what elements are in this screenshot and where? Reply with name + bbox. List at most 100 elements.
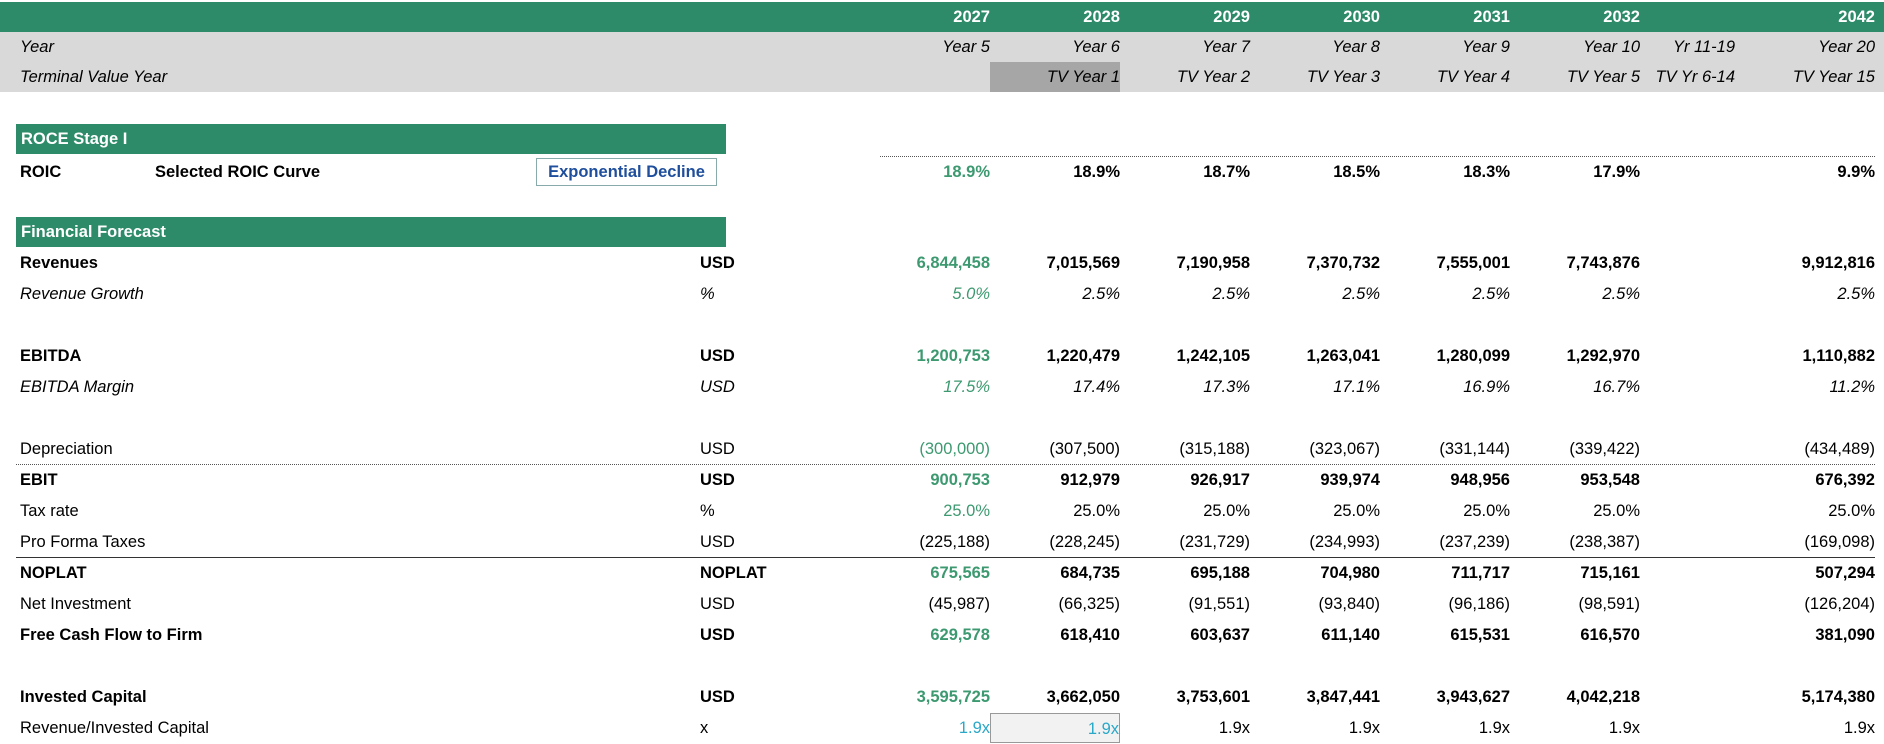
row-value: 2.5%: [1602, 285, 1640, 303]
row-value: 611,140: [1321, 626, 1380, 644]
row-value: 5.0%: [952, 285, 990, 303]
row-value: 7,015,569: [1046, 254, 1120, 272]
row-value: 1,242,105: [1176, 347, 1250, 365]
row-value: 926,917: [1190, 471, 1250, 489]
forecast-row: Free Cash Flow to Firm USD 629,578 618,410 6…: [0, 620, 1884, 650]
forecast-row: Revenue Growth% 5.0% 2.5% 2.5% 2.5% 2.5% 2.5% 2…: [0, 279, 1884, 309]
year-cell: Year 7: [1202, 38, 1250, 56]
row-value: (45,987): [928, 595, 990, 613]
row-value: 704,980: [1320, 564, 1380, 582]
row-label: Pro Forma Taxes: [20, 533, 146, 551]
row-unit: x: [700, 719, 709, 737]
row-unit: USD: [700, 688, 735, 706]
row-value: 1.9x: [1608, 719, 1640, 737]
row-value: 2.5%: [1212, 285, 1250, 303]
row-value: 1,220,479: [1046, 347, 1120, 365]
row-value: 948,956: [1450, 471, 1510, 489]
row-value: 684,735: [1060, 564, 1120, 582]
row-value: 900,753: [930, 471, 990, 489]
row-value: (93,840): [1318, 595, 1380, 613]
row-unit: USD: [700, 471, 735, 489]
forecast-row: Depreciation USD (300,000) (307,500) (315,18…: [0, 434, 1884, 464]
row-value: 3,595,725: [916, 688, 990, 706]
row-value: 1,263,041: [1306, 347, 1380, 365]
row-unit: USD: [700, 378, 735, 396]
row-value: (234,993): [1309, 533, 1380, 551]
row-unit: NOPLAT: [700, 564, 767, 582]
row-value: 7,370,732: [1306, 254, 1380, 272]
row-value: 16.7%: [1593, 378, 1640, 396]
row-value: 17.3%: [1203, 378, 1250, 396]
section-roce-stage-i: ROCE Stage I: [16, 124, 726, 154]
row-value: 507,294: [1815, 564, 1875, 582]
row-unit: USD: [700, 440, 735, 458]
row-value: (169,098): [1804, 533, 1875, 551]
row-value: 618,410: [1060, 626, 1120, 644]
row-value: 912,979: [1060, 471, 1120, 489]
row-unit: USD: [700, 347, 735, 365]
row-value: 17.1%: [1333, 378, 1380, 396]
row-value: 25.0%: [1593, 502, 1640, 520]
row-value: (225,188): [919, 533, 990, 551]
tv-cell: TV Year 2: [1176, 68, 1250, 86]
row-divider: [16, 464, 1875, 465]
forecast-row: Tax rate% 25.0% 25.0% 25.0% 25.0% 25.0% 25.0% 2…: [0, 496, 1884, 526]
row-value: 25.0%: [1333, 502, 1380, 520]
forecast-row: Invested Capital USD 3,595,725 3,662,050 3,7…: [0, 682, 1884, 712]
year-cell: Year 10: [1583, 38, 1640, 56]
forecast-row: Revenues USD 6,844,458 7,015,569 7,190,958 7,…: [0, 248, 1884, 278]
row-value: 675,565: [930, 564, 990, 582]
row-value: 6,844,458: [916, 254, 990, 272]
row-value: 676,392: [1815, 471, 1875, 489]
row-value: (126,204): [1804, 595, 1875, 613]
row-value: (331,144): [1439, 440, 1510, 458]
section-title: Financial Forecast: [21, 223, 166, 241]
row-value: 11.2%: [1829, 378, 1875, 396]
tv-cell-selected[interactable]: TV Year 1: [990, 62, 1120, 92]
row-label: NOPLAT: [20, 564, 87, 582]
row-value: 2.5%: [1837, 285, 1875, 303]
row-value: (323,067): [1309, 440, 1380, 458]
row-label: Revenues: [20, 254, 98, 272]
row-value: [1610, 248, 1735, 278]
row-value: 1.9x: [1478, 719, 1510, 737]
row-unit: USD: [700, 626, 735, 644]
row-value: 939,974: [1320, 471, 1380, 489]
row-value: 1,110,882: [1802, 347, 1876, 365]
roic-row: ROIC Selected ROIC Curve Exponential Dec…: [0, 157, 1884, 187]
row-value[interactable]: 1.9x: [990, 713, 1120, 743]
row-value: (238,387): [1569, 533, 1640, 551]
row-value: 615,531: [1450, 626, 1510, 644]
row-value: (237,239): [1439, 533, 1510, 551]
row-value: 1.9x: [1218, 719, 1250, 737]
row-value: 5,174,380: [1801, 688, 1875, 706]
row-value: (300,000): [919, 440, 990, 458]
year-2028: 2028: [1083, 8, 1120, 26]
row-value: 1.9x: [958, 719, 990, 737]
row-value: 2.5%: [1472, 285, 1510, 303]
row-value: 7,743,876: [1566, 254, 1640, 272]
row-label: EBITDA Margin: [20, 378, 135, 396]
terminal-value-row: Terminal Value Year TV Year 1 TV Year 2 …: [0, 62, 1884, 92]
row-value: (307,500): [1049, 440, 1120, 458]
row-value: (66,325): [1058, 595, 1120, 613]
year-cell: Year 6: [1072, 38, 1120, 56]
tv-cell: TV Yr 6-14: [1655, 68, 1735, 86]
row-value: 25.0%: [1463, 502, 1510, 520]
row-value: [1610, 682, 1735, 712]
row-label: Tax rate: [20, 502, 79, 520]
row-value: 9,912,816: [1801, 254, 1875, 272]
row-value: (339,422): [1569, 440, 1640, 458]
year-cell: Year 9: [1462, 38, 1510, 56]
row-label: Revenue/Invested Capital: [20, 719, 209, 737]
tv-label: Terminal Value Year: [20, 68, 168, 86]
row-value: 3,662,050: [1046, 688, 1120, 706]
row-value: 1.9x: [1843, 719, 1875, 737]
row-unit: %: [700, 285, 715, 303]
roic-curve-label: Selected ROIC Curve: [155, 163, 321, 181]
row-value: 616,570: [1580, 626, 1640, 644]
row-value: [1610, 341, 1735, 371]
row-value: (228,245): [1049, 533, 1120, 551]
row-value: (91,551): [1188, 595, 1250, 613]
roic-curve-dropdown[interactable]: Exponential Decline: [536, 158, 717, 186]
